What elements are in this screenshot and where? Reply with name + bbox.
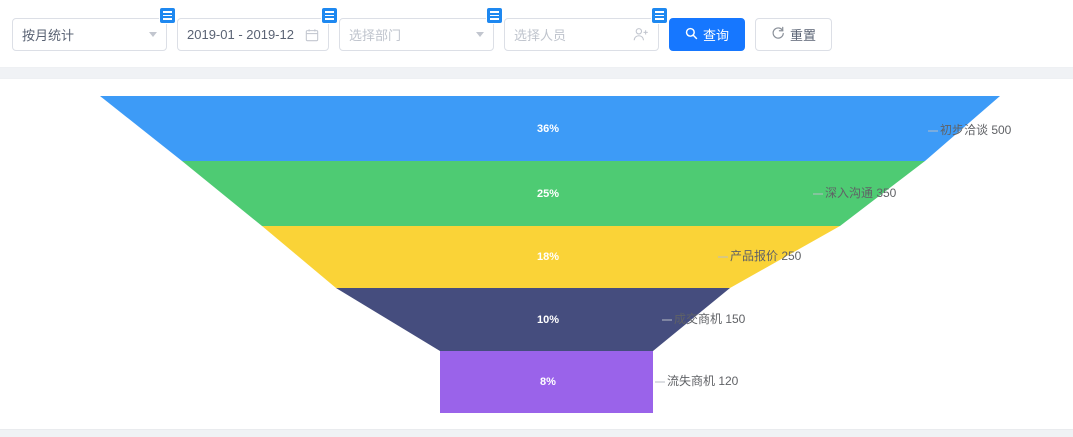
- funnel-percent-4: 10%: [537, 314, 559, 326]
- funnel-label-2: 深入沟通 350: [825, 186, 897, 200]
- stat-period-select[interactable]: 按月统计: [12, 8, 175, 51]
- person-placeholder: 选择人员: [514, 28, 567, 43]
- search-button[interactable]: 查询: [669, 18, 746, 51]
- person-select[interactable]: 选择人员: [504, 8, 667, 51]
- date-range-input[interactable]: 2019-01 - 2019-12: [177, 8, 337, 51]
- funnel-percent-3: 18%: [537, 251, 559, 263]
- list-marker-icon[interactable]: [652, 8, 667, 23]
- search-button-label: 查询: [703, 28, 730, 43]
- funnel-percent-2: 25%: [537, 188, 559, 200]
- date-range-value: 2019-01 - 2019-12: [187, 27, 294, 42]
- filter-toolbar: 按月统计 2019-01 - 2019-12 选择部门: [0, 0, 1073, 68]
- department-placeholder: 选择部门: [349, 28, 402, 43]
- funnel-chart[interactable]: 36% 25% 18% 10% 8% 初步洽谈 500 深入沟通 350 产品报…: [0, 79, 1073, 430]
- calendar-icon: [299, 28, 319, 42]
- funnel-percent-5: 8%: [540, 376, 556, 388]
- user-add-icon: [627, 27, 649, 42]
- chevron-down-icon: [470, 32, 484, 37]
- funnel-percent-1: 36%: [537, 123, 559, 135]
- funnel-band-1[interactable]: [100, 96, 1000, 161]
- department-select[interactable]: 选择部门: [339, 8, 502, 51]
- reset-button[interactable]: 重置: [755, 18, 833, 51]
- funnel-chart-card: 36% 25% 18% 10% 8% 初步洽谈 500 深入沟通 350 产品报…: [0, 78, 1073, 430]
- list-marker-icon[interactable]: [322, 8, 337, 23]
- reset-button-label: 重置: [790, 28, 817, 43]
- funnel-label-1: 初步洽谈 500: [940, 123, 1012, 137]
- funnel-band-3[interactable]: [262, 226, 840, 288]
- funnel-band-5[interactable]: [440, 351, 653, 413]
- stat-period-value: 按月统计: [22, 28, 75, 43]
- funnel-label-3: 产品报价 250: [730, 248, 802, 263]
- funnel-band-2[interactable]: [182, 161, 925, 226]
- list-marker-icon[interactable]: [160, 8, 175, 23]
- list-marker-icon[interactable]: [487, 8, 502, 23]
- funnel-band-4[interactable]: [336, 288, 730, 351]
- filter-controls-row: 按月统计 2019-01 - 2019-12 选择部门: [12, 8, 833, 51]
- search-icon: [685, 27, 698, 43]
- funnel-label-4: 成交商机 150: [674, 311, 746, 326]
- funnel-label-5: 流失商机 120: [667, 373, 739, 388]
- chevron-down-icon: [143, 32, 157, 37]
- refresh-icon: [771, 26, 785, 43]
